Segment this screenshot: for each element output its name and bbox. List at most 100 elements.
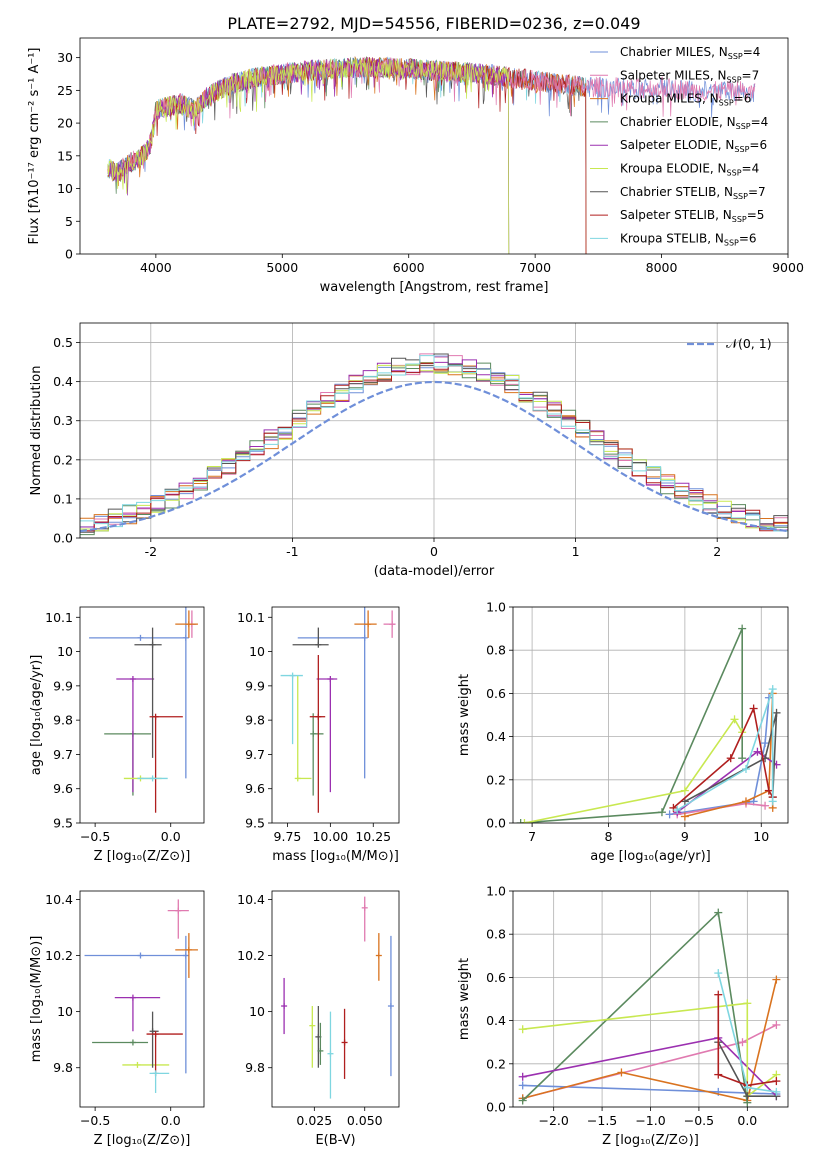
legend-subscript: SSP [727,75,742,84]
residuals-panel: -2 -1 0 1 2 0.0 0.1 0.2 0.3 0.4 0.5 (data-model)/er… [29,322,789,579]
x-tick-label: 0.0 [737,1113,757,1128]
y-axis-label: mass weight [457,958,472,1040]
errorbar-point [309,655,326,813]
errorbar-point [309,1006,316,1068]
x-tick-label: -1 [286,544,298,559]
errorbar-point [104,730,152,796]
errorbar-point [146,1031,183,1077]
y-tick-label: 0.0 [486,1100,506,1115]
weight-line [672,705,774,809]
plot-area [516,624,781,823]
weight-line [522,1084,777,1095]
axes-frame [79,37,789,255]
legend-subscript: SSP [727,169,742,178]
y-tick-label: 25 [57,83,73,98]
y-tick-label: 30 [57,50,73,65]
y-tick-label: 0.0 [486,816,506,831]
y-axis-label: mass weight [457,674,472,756]
x-tick-label: 5000 [266,260,298,275]
x-tick-label: −2.0 [538,1113,568,1128]
legend: Chabrier MILES, NSSP=4 Salpeter MILES, NS… [590,45,768,247]
y-tick-label: 9.5 [245,816,265,831]
x-tick-label: 7 [528,829,536,844]
errorbar-point [280,672,303,745]
x-tick-label: 10.25 [355,829,391,844]
errorbar-point [167,899,189,939]
x-tick-label: 0.050 [347,1113,383,1128]
x-tick-label: −1.0 [635,1113,665,1128]
legend-label: Kroupa MILES, NSSP=6 [620,92,751,108]
spectrum-line [107,57,510,254]
age-vs-mass-weight-panel: 7 8 9 10 0.0 0.2 0.4 0.6 0.8 1.0 age [log₁₀(age/yr… [457,600,789,864]
legend-label: Kroupa ELODIE, NSSP=4 [620,162,759,178]
y-tick-label: 0.8 [486,643,506,658]
legend-tail: =4 [751,115,769,129]
y-tick-label: 10 [249,1004,265,1019]
y-tick-label: 0.1 [53,491,73,506]
legend-label: 𝒩(0, 1) [726,336,772,351]
legend-tail: =6 [749,138,767,152]
axes: −0.5 0.0 9.8 10 10.2 10.4 Z [log₁₀(Z/Z⊙)] mass … [29,890,205,1148]
errorbar-point [297,607,368,779]
x-tick-label: -2 [145,544,157,559]
legend-subscript: SSP [732,215,747,224]
y-tick-label: 1.0 [486,884,506,899]
x-tick-label: 0.0 [161,829,181,844]
plot-area [107,55,756,254]
y-tick-label: 9.9 [245,678,265,693]
legend-tail: =4 [742,162,760,176]
x-tick-label: −0.5 [80,829,110,844]
errorbar-point [387,935,394,1077]
legend-subscript: SSP [724,238,739,247]
x-tick-label: −0.5 [80,1113,110,1128]
errorbar-point [292,627,329,648]
errorbar-point [122,1061,170,1068]
y-tick-label: 9.5 [53,816,73,831]
errorbar-point [341,1008,348,1079]
x-axis-label: age [log₁₀(age/yr)] [590,849,711,864]
x-axis-label: wavelength [Angstrom, rest frame] [320,280,549,295]
y-axis-label: mass [log₁₀(M/M⊙)] [29,936,44,1063]
x-axis-label: mass [log₁₀(M/M⊙)] [272,849,399,864]
legend-subscript: SSP [736,122,751,131]
y-tick-label: 10.1 [237,610,265,625]
y-tick-label: 9.8 [53,713,73,728]
legend-subscript: SSP [728,52,743,61]
y-tick-label: 9.8 [53,1060,73,1075]
x-axis-label: Z [log₁₀(Z/Z⊙)] [602,1133,699,1148]
legend-tail: =5 [747,208,765,222]
spectrum-line [107,57,510,254]
x-tick-label: 10 [753,829,769,844]
legend-label: Chabrier STELIB, NSSP=7 [620,185,766,201]
y-axis-label: age [log₁₀(age/yr)] [29,655,44,776]
errorbar-point [149,713,183,813]
x-axis-label: Z [log₁₀(Z/Z⊙)] [94,849,191,864]
errorbar-point [317,1022,324,1065]
errorbar-point [175,933,198,978]
z-vs-age-panel: −0.5 0.0 9.5 9.6 9.7 9.8 9.9 10 10.1 Z [log₁₀(Z/Z… [29,606,205,864]
legend-subscript: SSP [733,192,748,201]
weight-line [522,979,778,1102]
y-tick-label: 5 [65,214,73,229]
errorbar-point [294,675,312,782]
x-tick-label: 0 [430,544,438,559]
weight-line [522,1002,777,1098]
axes-frame [79,322,789,539]
errorbar-point [137,775,168,782]
errorbar-point [92,1039,149,1046]
y-tick-label: 10 [249,644,265,659]
x-tick-label: 7000 [519,260,551,275]
histogram-step [80,355,788,538]
legend-tail: =6 [739,231,757,245]
errorbar-point [310,713,324,796]
errorbar-point [89,634,186,641]
z-vs-mass-weight-panel: −2.0 −1.5 −1.0 −0.5 0.0 0.0 0.2 0.4 0.6 0.8 1.0 Z [… [457,884,789,1148]
x-tick-label: 9000 [772,260,804,275]
y-tick-label: 10 [57,644,73,659]
plot-area [84,899,198,1093]
errorbar-point [182,607,189,779]
errorbar-point [354,610,377,638]
y-tick-label: 0.6 [486,686,506,701]
axes-frame [271,606,400,824]
errorbar-point [281,977,288,1035]
